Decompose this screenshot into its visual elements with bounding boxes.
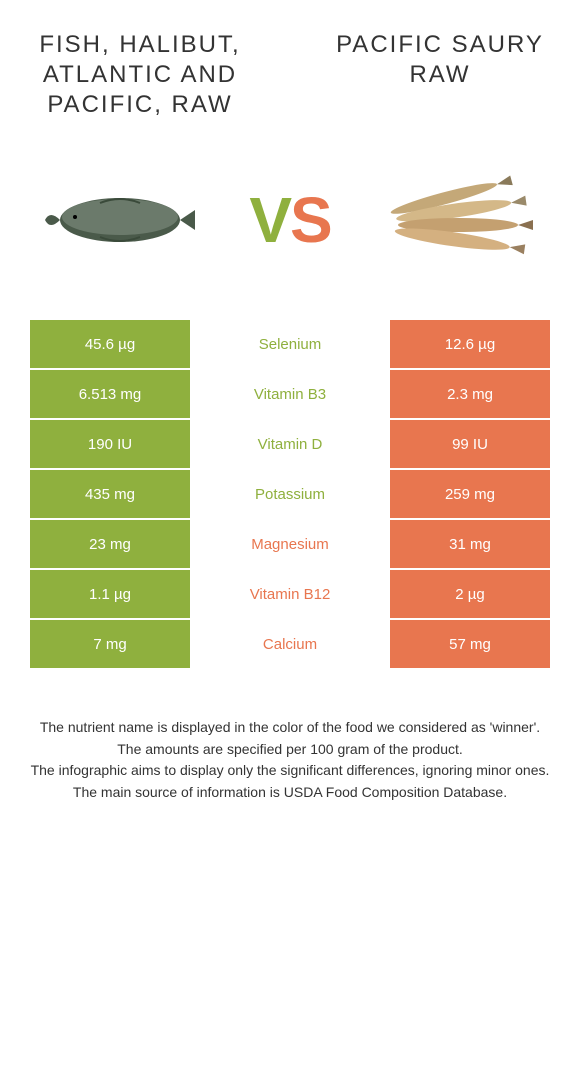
food-left-image — [40, 160, 200, 280]
table-row: 435 mg Potassium 259 mg — [30, 470, 550, 518]
food-right-title: Pacific saury raw — [330, 30, 550, 120]
left-value: 190 IU — [30, 420, 190, 468]
right-value: 2 µg — [390, 570, 550, 618]
header: Fish, halibut, Atlantic and Pacific, raw… — [0, 0, 580, 130]
images-row: VS — [0, 130, 580, 310]
table-row: 23 mg Magnesium 31 mg — [30, 520, 550, 568]
nutrient-name: Selenium — [190, 320, 390, 368]
footer-line: The nutrient name is displayed in the co… — [30, 718, 550, 738]
right-value: 2.3 mg — [390, 370, 550, 418]
footer-notes: The nutrient name is displayed in the co… — [30, 718, 550, 802]
right-value: 12.6 µg — [390, 320, 550, 368]
nutrient-name: Magnesium — [190, 520, 390, 568]
left-value: 23 mg — [30, 520, 190, 568]
left-value: 7 mg — [30, 620, 190, 668]
table-row: 6.513 mg Vitamin B3 2.3 mg — [30, 370, 550, 418]
nutrient-name: Calcium — [190, 620, 390, 668]
right-value: 99 IU — [390, 420, 550, 468]
table-row: 45.6 µg Selenium 12.6 µg — [30, 320, 550, 368]
right-value: 31 mg — [390, 520, 550, 568]
food-left-title: Fish, halibut, Atlantic and Pacific, raw — [30, 30, 250, 120]
table-row: 190 IU Vitamin D 99 IU — [30, 420, 550, 468]
left-value: 6.513 mg — [30, 370, 190, 418]
footer-line: The amounts are specified per 100 gram o… — [30, 740, 550, 760]
right-value: 57 mg — [390, 620, 550, 668]
nutrient-name: Vitamin D — [190, 420, 390, 468]
left-value: 45.6 µg — [30, 320, 190, 368]
footer-line: The infographic aims to display only the… — [30, 761, 550, 781]
food-right-image — [380, 160, 540, 280]
vs-v: V — [249, 184, 290, 256]
right-value: 259 mg — [390, 470, 550, 518]
left-value: 435 mg — [30, 470, 190, 518]
footer-line: The main source of information is USDA F… — [30, 783, 550, 803]
vs-s: S — [290, 184, 331, 256]
nutrient-table: 45.6 µg Selenium 12.6 µg 6.513 mg Vitami… — [30, 320, 550, 668]
table-row: 1.1 µg Vitamin B12 2 µg — [30, 570, 550, 618]
vs-label: VS — [249, 183, 330, 257]
left-value: 1.1 µg — [30, 570, 190, 618]
nutrient-name: Vitamin B12 — [190, 570, 390, 618]
table-row: 7 mg Calcium 57 mg — [30, 620, 550, 668]
nutrient-name: Potassium — [190, 470, 390, 518]
nutrient-name: Vitamin B3 — [190, 370, 390, 418]
